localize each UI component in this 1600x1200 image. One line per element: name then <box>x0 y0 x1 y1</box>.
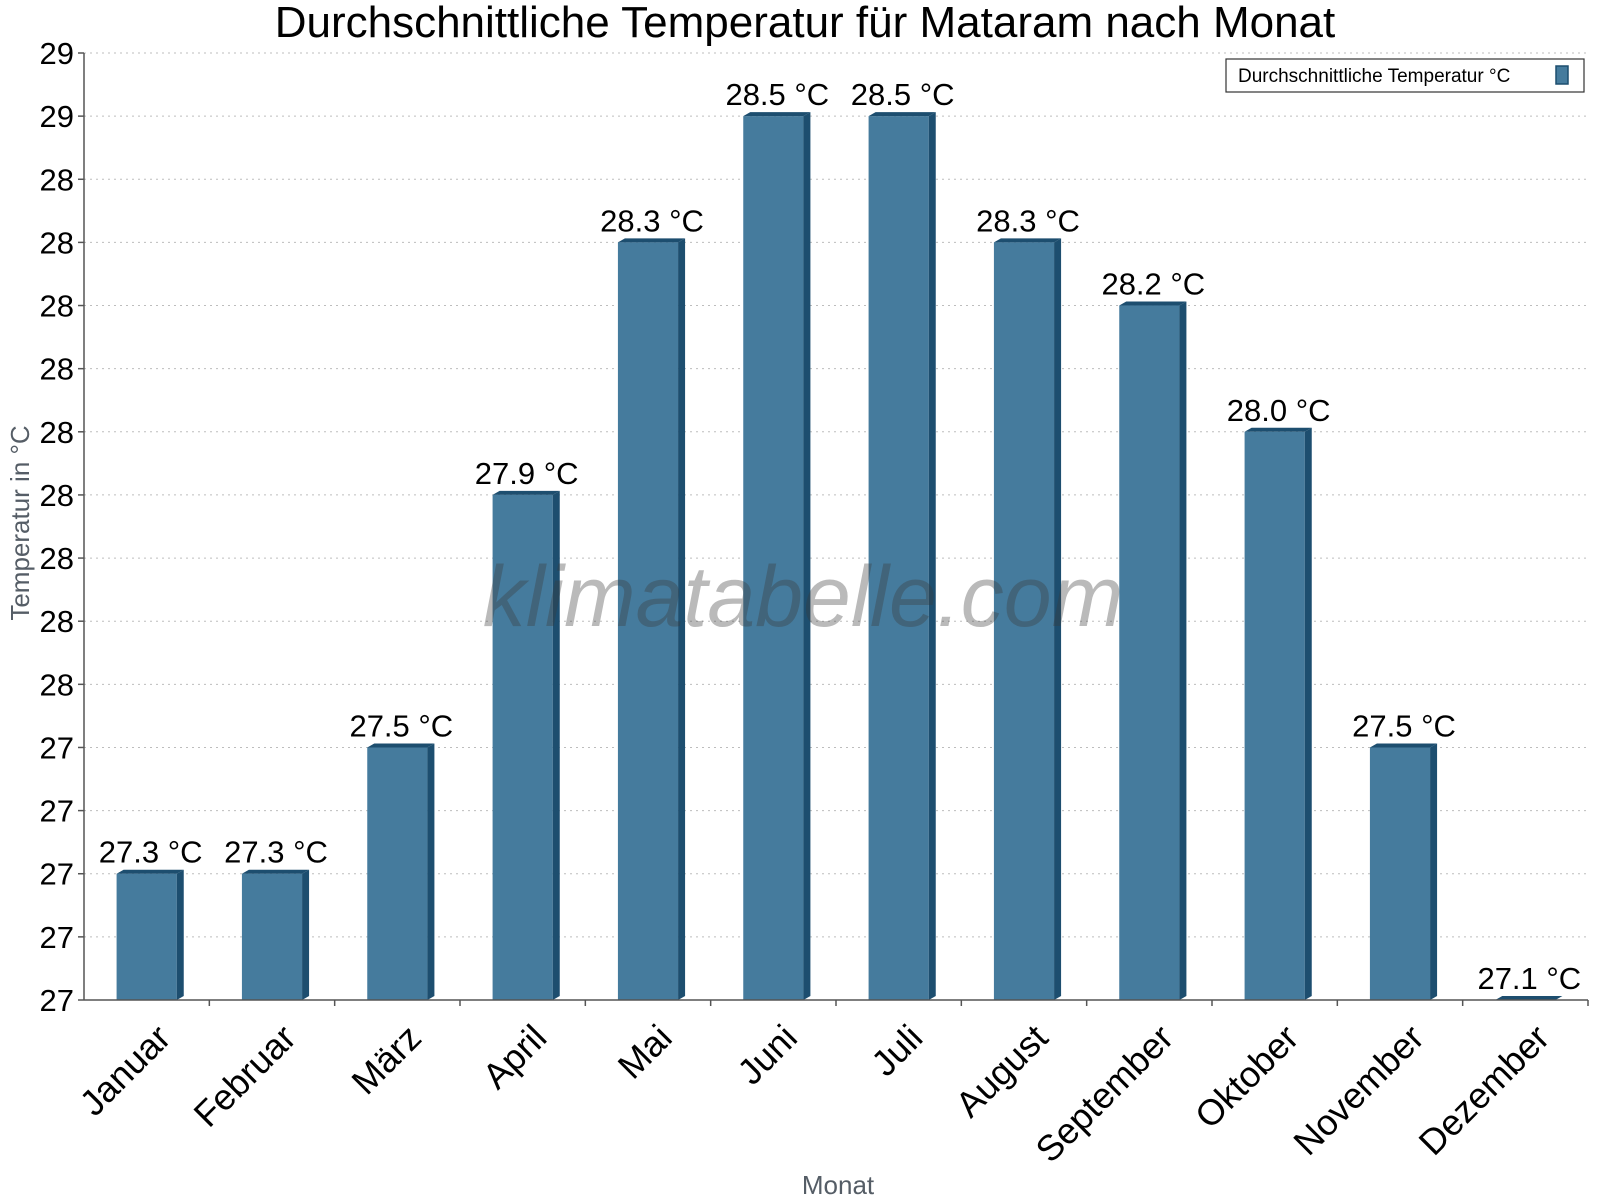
bar-top <box>241 869 310 874</box>
bars <box>116 112 1563 1001</box>
y-tick-label: 28 <box>40 225 74 260</box>
bar-top <box>1369 743 1438 748</box>
x-axis-ticks: Januar Februar März April Mai Juni Juli AugustS… <box>71 1000 1589 1171</box>
chart-title: Durchschnittliche Temperatur für Mataram… <box>275 0 1336 47</box>
bar-top <box>492 490 560 495</box>
bar-face <box>743 116 804 1001</box>
y-tick-label: 27 <box>40 983 74 1018</box>
x-tick-label: Juli <box>863 1017 930 1084</box>
y-tick-label: 28 <box>40 604 74 639</box>
bar-märz <box>367 743 435 1000</box>
bar-side <box>1304 427 1312 1000</box>
data-label: 27.9 °C <box>475 456 579 491</box>
bar-side <box>1054 238 1062 1000</box>
bar-top <box>993 238 1062 243</box>
y-tick-label: 27 <box>40 794 74 829</box>
bar-face <box>993 242 1055 1000</box>
bar-face <box>617 242 679 1000</box>
x-tick-label: Oktober <box>1187 1017 1307 1137</box>
y-tick-label: 28 <box>40 667 74 702</box>
bar-face <box>241 873 303 1000</box>
data-label: 28.5 °C <box>851 77 955 112</box>
y-tick-label: 27 <box>40 920 74 955</box>
bar-face <box>1119 305 1180 1000</box>
bar-side <box>1430 743 1438 1000</box>
bar-side <box>803 112 811 1001</box>
bar-top <box>116 869 184 874</box>
bar-februar <box>241 869 310 1000</box>
y-tick-label: 28 <box>40 289 74 324</box>
y-tick-label: 27 <box>40 730 74 765</box>
bar-side <box>678 238 686 1000</box>
y-tick-label: 28 <box>40 541 74 576</box>
x-tick-label: April <box>474 1017 554 1097</box>
bar-top <box>743 112 811 117</box>
bar-face <box>492 494 553 1000</box>
data-label: 28.0 °C <box>1227 393 1331 428</box>
bar-side <box>1179 301 1187 1000</box>
data-labels: 27.3 °C 27.3 °C 27.5 °C 27.9 °C 28.3 °C 28.5 … <box>99 77 1581 996</box>
legend-label: Durchschnittliche Temperatur °C <box>1238 66 1510 87</box>
x-tick-label: Januar <box>71 1017 178 1124</box>
legend: Durchschnittliche Temperatur °C <box>1225 58 1585 93</box>
x-tick-label: Juni <box>729 1017 805 1093</box>
bar-top <box>617 238 686 243</box>
x-tick-label: Februar <box>186 1017 304 1135</box>
bar-face <box>367 747 428 1000</box>
bar-november <box>1369 743 1438 1000</box>
data-label: 27.3 °C <box>224 835 328 870</box>
bar-oktober <box>1244 427 1312 1000</box>
bar-face <box>868 116 929 1001</box>
x-axis-label: Monat <box>802 1170 875 1200</box>
y-tick-label: 28 <box>40 478 74 513</box>
data-label: 27.5 °C <box>349 708 453 743</box>
bar-januar <box>116 869 184 1000</box>
watermark: klimatabelle.com <box>483 549 1123 645</box>
bar-face <box>1369 747 1431 1000</box>
bar-top <box>868 112 936 117</box>
y-axis-ticks: 27 27 27 27 27 28 28 28 28 28 28 28 28 28 29 29 <box>40 36 84 1018</box>
x-tick-label: September <box>1027 1017 1181 1171</box>
data-label: 27.3 °C <box>99 835 203 870</box>
bar-mai <box>617 238 686 1000</box>
data-label: 28.2 °C <box>1101 267 1205 302</box>
bar-juli <box>868 112 936 1001</box>
bar-side <box>302 869 310 1000</box>
x-tick-label: März <box>343 1017 429 1103</box>
bar-top <box>1244 427 1312 432</box>
bar-face <box>1244 431 1305 1000</box>
legend-swatch <box>1555 65 1569 85</box>
legend-box <box>1225 58 1585 93</box>
data-label: 28.3 °C <box>976 203 1080 238</box>
bar-august <box>993 238 1062 1000</box>
bar-september <box>1119 301 1187 1000</box>
bar-side <box>928 112 936 1001</box>
bar-side <box>427 743 435 1000</box>
x-tick-label: November <box>1285 1017 1431 1163</box>
bar-top <box>1119 301 1187 306</box>
data-label: 28.5 °C <box>725 77 829 112</box>
bar-juni <box>743 112 811 1001</box>
bar-face <box>116 873 177 1000</box>
bar-top <box>1495 996 1563 1000</box>
bar-side <box>552 490 560 1000</box>
data-label: 28.3 °C <box>600 203 704 238</box>
y-tick-label: 29 <box>40 36 74 71</box>
x-tick-label: Dezember <box>1411 1017 1557 1163</box>
y-tick-label: 28 <box>40 352 74 387</box>
data-label: 27.1 °C <box>1477 961 1581 996</box>
bar-side <box>176 869 184 1000</box>
y-tick-label: 29 <box>40 99 74 134</box>
bar-top <box>367 743 435 748</box>
bar-dezember <box>1495 996 1563 1000</box>
y-tick-label: 27 <box>40 857 74 892</box>
data-label: 27.5 °C <box>1352 708 1456 743</box>
x-tick-label: August <box>947 1017 1055 1125</box>
y-axis-label: Temperatur in °C <box>5 425 35 620</box>
y-tick-label: 28 <box>40 415 74 450</box>
y-tick-label: 28 <box>40 162 74 197</box>
x-tick-label: Mai <box>610 1017 680 1087</box>
bar-april <box>492 490 560 1000</box>
